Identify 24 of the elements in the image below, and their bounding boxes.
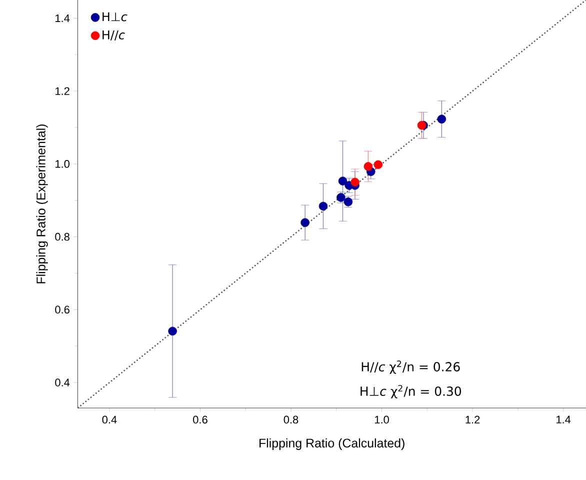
point xyxy=(374,160,383,170)
annotation: H⊥c χ$^{2}$/n = 0.30 xyxy=(360,384,462,398)
x-tick-label: 0.8 xyxy=(284,416,298,424)
y-axis-title: Flipping Ratio (Experimental) xyxy=(36,124,48,284)
point xyxy=(437,114,446,124)
y-tick-label: 0.6 xyxy=(55,306,70,314)
x-tick-label: 0.4 xyxy=(102,416,117,424)
point xyxy=(364,162,373,171)
y-tick-label: 0.4 xyxy=(55,378,70,386)
x-tick-label: 1.0 xyxy=(374,416,389,424)
legend-label: H//c xyxy=(102,30,125,40)
x-tick-label: 1.2 xyxy=(466,416,480,424)
point xyxy=(300,218,310,227)
annotation: H//c χ$^{2}$/n = 0.26 xyxy=(362,360,460,374)
x-tick-label: 0.6 xyxy=(193,416,208,424)
y-tick-label: 1.2 xyxy=(56,87,70,95)
point xyxy=(168,326,177,336)
legend-label: H⊥c xyxy=(102,12,128,22)
point xyxy=(318,202,328,211)
x-axis-title: Flipping Ratio (Calculated) xyxy=(260,438,404,450)
y-tick-label: 1.0 xyxy=(56,160,70,168)
y-tick-label: 1.4 xyxy=(56,14,70,22)
y-tick-label: 0.8 xyxy=(55,232,70,241)
x-tick-label: 1.4 xyxy=(556,416,571,424)
